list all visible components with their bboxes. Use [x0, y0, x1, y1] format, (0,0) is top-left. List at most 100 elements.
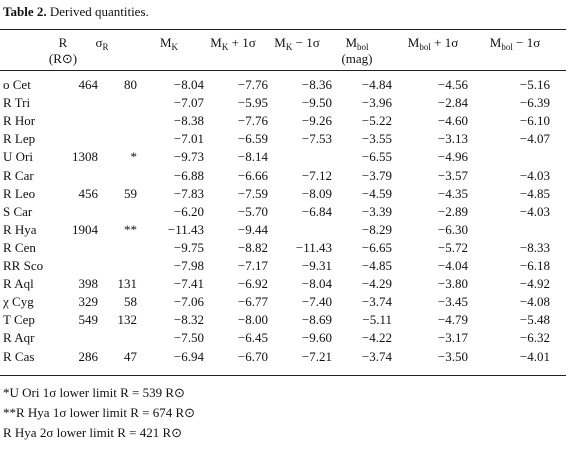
header-subscript: K	[221, 42, 229, 52]
header-label: MK + 1σ	[193, 35, 273, 52]
table-cell: −9.73	[173, 149, 204, 165]
table-cell: −7.41	[173, 276, 204, 292]
table-cell: −8.33	[519, 239, 550, 255]
table-cell: −7.76	[237, 113, 268, 129]
table-cell: −5.70	[237, 203, 268, 219]
table-cell: 58	[124, 294, 137, 310]
header-subscript: bol	[501, 42, 513, 52]
table-cell: −4.35	[437, 185, 468, 201]
table-cell: −5.16	[519, 77, 550, 92]
table-cell: 1904	[72, 221, 98, 237]
header-subscript: bol	[419, 42, 431, 52]
header-symbol: M	[274, 35, 286, 50]
table-cell: −9.31	[301, 258, 332, 273]
star-name: R Cas	[3, 348, 35, 364]
table-cell: −11.43	[167, 221, 204, 237]
table-cell: 286	[78, 348, 99, 364]
header-rule	[0, 70, 566, 71]
table-cell: −6.45	[237, 330, 268, 346]
table-cell: −8.32	[173, 312, 204, 328]
table-cell: *	[130, 149, 138, 165]
table-cell: −6.77	[237, 294, 268, 310]
table-cell: −6.66	[237, 167, 268, 183]
table-cell: −3.80	[437, 276, 468, 292]
table-cell: −4.85	[361, 258, 392, 273]
table-cell: 47	[124, 348, 137, 364]
star-name: R Cen	[3, 239, 36, 255]
header-label: σR	[62, 35, 142, 52]
table-cell: 464	[78, 77, 99, 92]
star-name: U Ori	[3, 149, 33, 165]
column-header: σR	[62, 35, 142, 52]
header-label: Mbol − 1σ	[475, 35, 555, 52]
table-cell: −6.20	[173, 203, 204, 219]
table-cell: −3.74	[361, 294, 392, 310]
star-name: R Aqr	[3, 330, 35, 346]
header-symbol: M	[159, 35, 172, 50]
table-cell: −6.59	[237, 131, 268, 147]
star-name: R Lep	[3, 131, 36, 147]
bottom-rule	[0, 375, 566, 376]
table-cell: −2.89	[437, 203, 468, 219]
table-cell: −4.59	[361, 185, 392, 201]
table-cell: −9.75	[173, 239, 204, 255]
table-cell: −7.83	[173, 185, 204, 201]
table-cell: −9.50	[301, 95, 332, 111]
footnote: R Hya 2σ lower limit R = 421 R⊙	[3, 425, 183, 440]
header-suffix: + 1σ	[430, 35, 459, 50]
table-cell: −7.50	[173, 330, 204, 346]
top-rule	[0, 29, 566, 30]
column-header: MK − 1σ	[257, 35, 337, 52]
table-cell: −8.82	[237, 239, 268, 255]
header-label: Mbol	[317, 35, 397, 52]
table-cell: −3.57	[437, 167, 468, 183]
header-subscript: K	[285, 42, 293, 52]
table-cell: −7.07	[173, 95, 204, 111]
header-suffix: − 1σ	[512, 35, 541, 50]
table-cell: 329	[78, 294, 99, 310]
table-cell: −4.92	[519, 276, 550, 292]
table-cell: −6.10	[519, 113, 550, 129]
table-cell: −8.14	[237, 149, 268, 165]
table-cell: −6.84	[301, 203, 332, 219]
table-cell: −4.04	[437, 258, 468, 273]
header-suffix: − 1σ	[292, 35, 320, 50]
table-cell: −7.21	[301, 348, 332, 364]
star-name: R Tri	[3, 95, 31, 111]
table-cell: −7.12	[301, 167, 332, 183]
table-cell: −5.11	[362, 312, 392, 328]
table-cell: −2.84	[437, 95, 468, 111]
table-cell: −6.65	[361, 239, 392, 255]
table-cell: −11.43	[295, 239, 332, 255]
table-cell: −8.36	[301, 77, 332, 92]
table-cell: 132	[117, 312, 138, 328]
caption-text: Derived quantities.	[49, 4, 149, 19]
column-header: MK + 1σ	[193, 35, 273, 52]
header-subscript: R	[102, 42, 109, 52]
table-cell: −3.50	[437, 348, 468, 364]
table-cell: −4.79	[437, 312, 468, 328]
column-header: R (R⊙)	[23, 35, 103, 67]
table-cell: −3.96	[361, 95, 392, 111]
table-cell: 59	[124, 185, 137, 201]
table-cell: −8.00	[237, 312, 268, 328]
table-cell: −8.38	[173, 113, 204, 129]
table-cell: −4.22	[361, 330, 392, 346]
column-header: Mbol (mag)	[317, 35, 397, 67]
table-cell: −8.04	[173, 77, 204, 92]
column-header: Mbol − 1σ	[475, 35, 555, 52]
header-subscript: bol	[357, 42, 369, 52]
table-cell: −4.84	[361, 77, 392, 92]
table-cell: −6.30	[437, 221, 468, 237]
table-cell: −5.22	[361, 113, 392, 129]
table-cell: 1308	[72, 149, 98, 165]
table-cell: −6.88	[173, 167, 204, 183]
table-cell: −3.13	[437, 131, 468, 147]
table-cell: −7.01	[173, 131, 204, 147]
table-cell: −4.56	[437, 77, 468, 92]
table-cell: −4.29	[361, 276, 392, 292]
header-label: R	[23, 35, 103, 51]
table-cell: −3.17	[437, 330, 468, 346]
table-cell: −9.60	[301, 330, 332, 346]
